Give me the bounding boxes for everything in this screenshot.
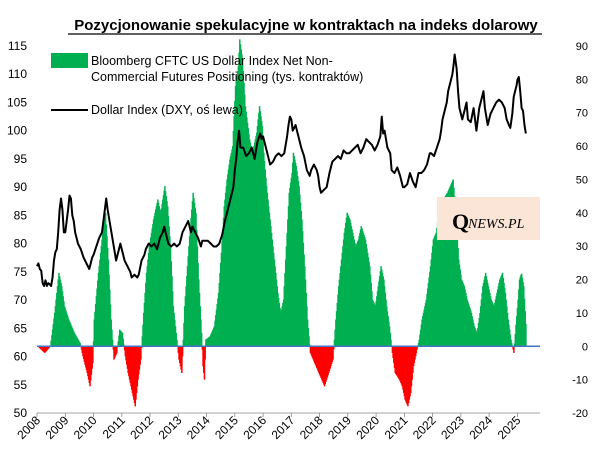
dxy-series-line [36, 53, 527, 287]
left-axis-ticks: 50 55 60 65 70 75 80 85 90 95 100 105 110 115 [7, 39, 27, 420]
positioning-bar [200, 332, 203, 347]
x-axis-tick-label: 2013 [156, 413, 185, 442]
positioning-bar [48, 346, 50, 348]
positioning-bar [116, 346, 118, 353]
x-axis-tick-label: 2022 [410, 413, 439, 442]
logo-q: Q [452, 209, 469, 234]
left-axis-tick-label: 65 [14, 321, 28, 335]
positioning-bar [140, 346, 142, 360]
x-axis-tick-label: 2020 [353, 413, 382, 442]
left-axis-tick-label: 85 [14, 208, 28, 222]
positioning-bars [37, 39, 527, 407]
left-axis-tick-label: 95 [14, 152, 28, 166]
x-axis-tick-label: 2014 [184, 413, 213, 442]
right-axis-tick-label: 0 [582, 341, 588, 353]
positioning-bar [181, 346, 183, 373]
positioning-bar [510, 339, 512, 347]
positioning-bar [203, 346, 206, 380]
x-axis-tick-label: 2010 [71, 413, 100, 442]
positioning-bar [525, 323, 527, 347]
positioning-bar [308, 336, 310, 347]
right-axis-tick-label: 80 [576, 74, 588, 86]
x-axis-tick-label: 2009 [43, 413, 72, 442]
positioning-bar [181, 346, 184, 357]
left-axis-tick-label: 105 [7, 96, 27, 110]
positioning-bar [122, 338, 124, 347]
x-axis-tick-label: 2015 [212, 413, 241, 442]
qnews-logo: Q NEWS.PL [437, 197, 540, 240]
x-axis-tick-label: 2018 [297, 413, 326, 442]
x-axis-tick-label: 2024 [466, 413, 495, 442]
right-axis-tick-label: -20 [572, 408, 588, 420]
chart-title: Pozycjonowanie spekulacyjne w kontraktac… [74, 17, 538, 34]
x-axis-tick-label: 2025 [495, 413, 524, 442]
left-axis-tick-label: 80 [14, 237, 28, 251]
right-axis-tick-label: 90 [576, 41, 588, 53]
positioning-bar [92, 346, 94, 363]
right-axis-tick-label: 10 [576, 308, 588, 320]
x-axis-tick-label: 2019 [325, 413, 354, 442]
positioning-bar [176, 339, 178, 347]
logo-text: NEWS.PL [467, 217, 525, 232]
x-axis-tick-label: 2017 [269, 413, 298, 442]
right-axis-tick-label: -10 [572, 375, 588, 387]
positioning-bar [513, 346, 515, 353]
x-axis-ticks: 2008 2009 2010 2011 2012 2013 2014 2015 2016 2017… [14, 413, 523, 442]
x-axis-tick-label: 2023 [438, 413, 467, 442]
right-axis-tick-label: 60 [576, 141, 588, 153]
logo-background [437, 197, 540, 240]
x-axis-tick-label: 2011 [100, 413, 128, 441]
left-axis-tick-label: 90 [14, 180, 28, 194]
x-axis-tick-label: 2012 [127, 413, 156, 442]
positioning-bar [79, 342, 81, 347]
left-axis-tick-label: 100 [7, 124, 27, 138]
x-axis-tick-label: 2016 [240, 413, 269, 442]
legend-label-dxy: Dollar Index (DXY, oś lewa) [91, 103, 243, 117]
positioning-bar [333, 346, 335, 350]
legend-label-positioning-line2: Commercial Futures Positioning (tys. kon… [91, 70, 363, 84]
positioning-bar [511, 342, 513, 347]
right-axis-tick-label: 70 [576, 108, 588, 120]
positioning-bar [200, 319, 202, 347]
right-axis-ticks: -20 -10 0 10 20 30 40 50 60 70 80 90 [572, 41, 588, 420]
left-axis-tick-label: 50 [14, 406, 28, 420]
positioning-bar [123, 344, 125, 347]
left-axis-tick-label: 55 [14, 378, 28, 392]
left-axis-tick-label: 115 [8, 39, 27, 53]
positioning-bar [416, 346, 418, 350]
positioning-bar [390, 339, 392, 347]
legend-label-positioning-line1: Bloomberg CFTC US Dollar Index Net Non- [91, 54, 333, 68]
positioning-bar [111, 329, 113, 347]
right-axis-tick-label: 50 [576, 175, 588, 187]
right-axis-tick-label: 30 [576, 241, 588, 253]
positioning-bar [111, 339, 114, 347]
left-axis-tick-label: 75 [14, 265, 28, 279]
positioning-bar [308, 344, 311, 347]
positioning-bar [140, 346, 143, 348]
left-axis-tick-label: 70 [14, 293, 28, 307]
right-axis-tick-label: 40 [576, 208, 588, 220]
left-axis-tick-label: 110 [8, 67, 27, 81]
positioning-bar [332, 346, 334, 360]
positioning-bar [204, 346, 206, 360]
left-axis-tick-label: 60 [14, 350, 28, 364]
x-axis-tick-label: 2021 [382, 413, 411, 442]
right-axis-tick-label: 20 [576, 275, 588, 287]
legend-swatch-positioning [51, 53, 88, 68]
